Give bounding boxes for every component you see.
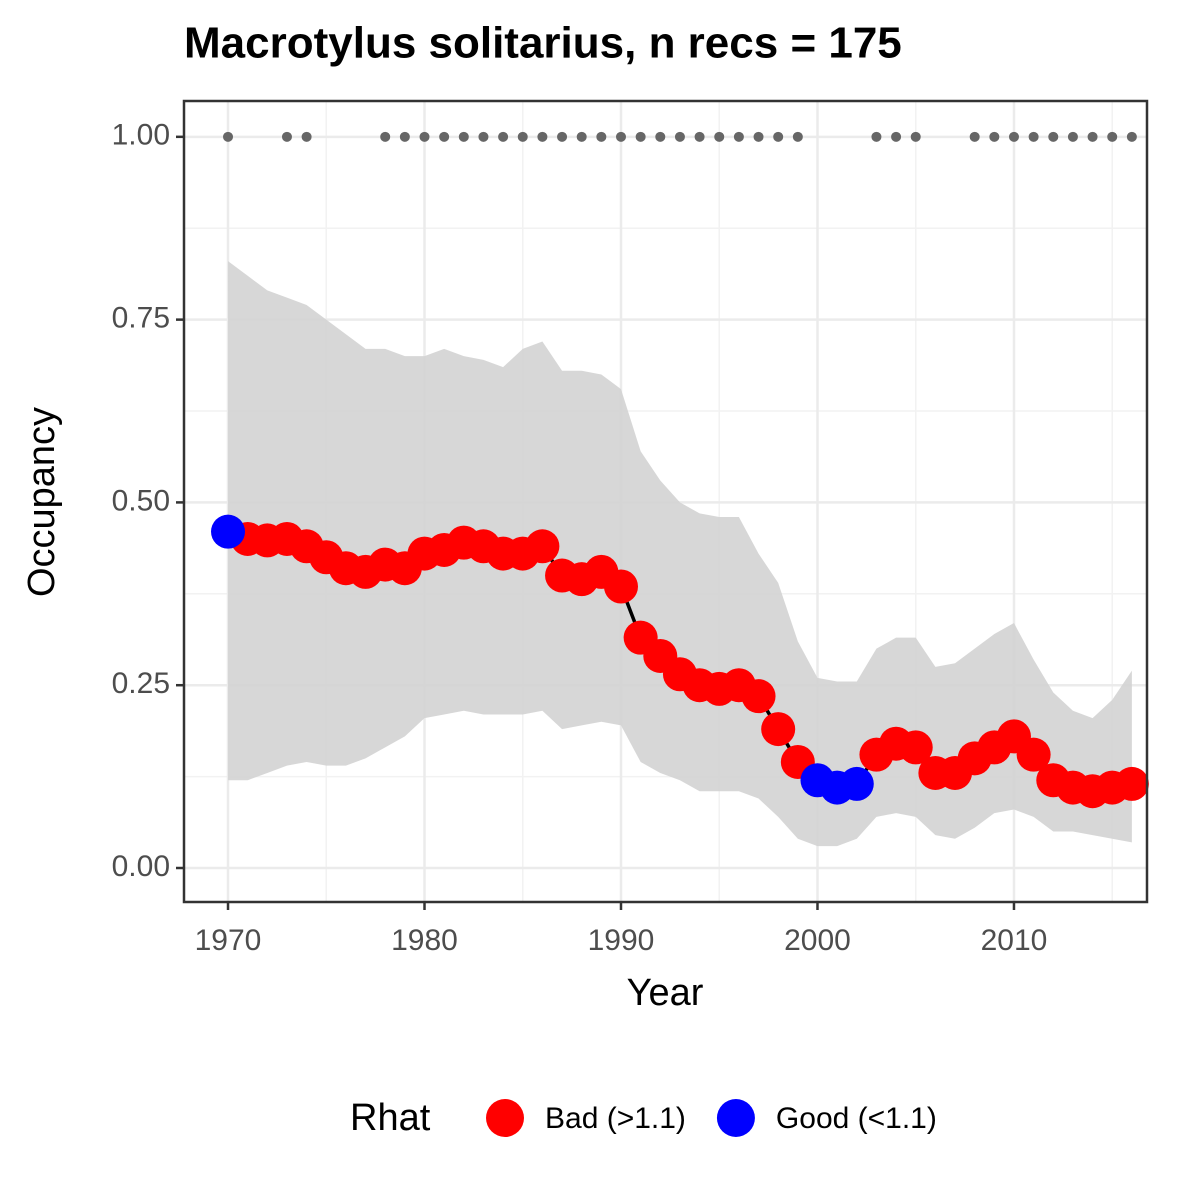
y-tick-label: 1.00 [112, 119, 170, 152]
record-dot [1087, 131, 1098, 142]
record-dot [557, 131, 568, 142]
record-dot [498, 131, 509, 142]
record-dot [655, 131, 666, 142]
chart-title: Macrotylus solitarius, n recs = 175 [184, 19, 902, 68]
record-dot [635, 131, 646, 142]
data-point [211, 514, 246, 549]
x-tick-label: 1990 [588, 924, 655, 957]
legend-title: Rhat [350, 1097, 431, 1139]
record-dot [753, 131, 764, 142]
legend-label: Good (<1.1) [776, 1102, 937, 1135]
data-point [525, 529, 560, 564]
record-dot [281, 131, 292, 142]
x-tick-label: 2010 [981, 924, 1048, 957]
data-point [761, 712, 796, 747]
record-dot [792, 131, 803, 142]
y-tick-label: 0.25 [112, 667, 170, 700]
x-axis-label: Year [627, 972, 704, 1014]
y-tick-label: 0.00 [112, 850, 170, 883]
record-dot [1008, 131, 1019, 142]
data-point [1114, 766, 1149, 801]
data-point [603, 569, 638, 604]
record-dot [1048, 131, 1059, 142]
data-point [741, 679, 776, 714]
x-tick-label: 1970 [195, 924, 262, 957]
confidence-band [228, 261, 1132, 847]
record-dot [615, 131, 626, 142]
record-dot [537, 131, 548, 142]
record-dot [1126, 131, 1137, 142]
record-dot [871, 131, 882, 142]
record-dot [399, 131, 410, 142]
record-dot [1067, 131, 1078, 142]
legend-swatch [716, 1099, 755, 1137]
record-dot [674, 131, 685, 142]
record-dot [223, 131, 234, 142]
record-dot [301, 131, 312, 142]
record-dot [458, 131, 469, 142]
record-dot [576, 131, 587, 142]
legend-label: Bad (>1.1) [545, 1102, 686, 1135]
data-point [898, 730, 933, 765]
data-point [1016, 737, 1051, 772]
record-dot [380, 131, 391, 142]
y-tick-label: 0.50 [112, 484, 170, 517]
record-dot [773, 131, 784, 142]
legend-swatch [486, 1099, 524, 1137]
record-dot [1107, 131, 1118, 142]
record-dot [733, 131, 744, 142]
record-dot [478, 131, 489, 142]
x-tick-label: 1980 [391, 924, 458, 957]
record-dot [910, 131, 921, 142]
data-point [839, 766, 874, 801]
y-axis-label: Occupancy [21, 407, 63, 597]
record-dot [1028, 131, 1039, 142]
record-dot [714, 131, 725, 142]
record-dot [694, 131, 705, 142]
record-dot [891, 131, 902, 142]
y-tick-label: 0.75 [112, 302, 170, 335]
record-dot [439, 131, 450, 142]
record-dot [969, 131, 980, 142]
record-dot [989, 131, 1000, 142]
x-tick-label: 2000 [784, 924, 851, 957]
record-dot [419, 131, 430, 142]
record-dot [596, 131, 607, 142]
record-dot [517, 131, 528, 142]
